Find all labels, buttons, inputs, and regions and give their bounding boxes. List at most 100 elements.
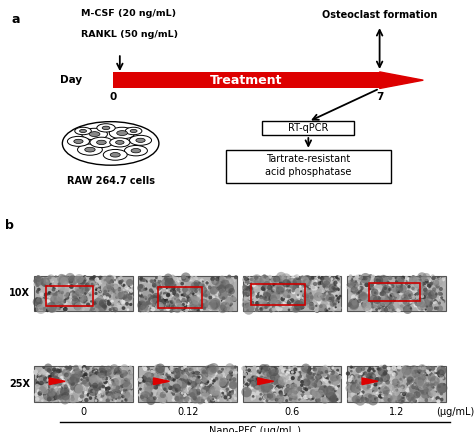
Point bbox=[88, 371, 96, 378]
Point bbox=[391, 385, 399, 392]
Point bbox=[318, 294, 325, 301]
Point bbox=[140, 304, 148, 311]
Point bbox=[261, 294, 269, 301]
Point bbox=[402, 289, 410, 296]
Bar bbox=[243, 276, 341, 311]
Point bbox=[400, 305, 407, 311]
Point bbox=[143, 300, 150, 307]
Point bbox=[388, 379, 396, 386]
Point bbox=[87, 374, 95, 381]
Point bbox=[87, 380, 94, 387]
Point bbox=[281, 382, 289, 389]
Point bbox=[320, 283, 328, 290]
Point bbox=[62, 367, 69, 374]
Point bbox=[418, 383, 425, 390]
Point bbox=[191, 395, 199, 402]
Point bbox=[257, 305, 265, 312]
Point bbox=[246, 284, 254, 291]
Point bbox=[37, 302, 45, 309]
Circle shape bbox=[116, 140, 124, 144]
Point bbox=[274, 299, 282, 305]
Point bbox=[410, 385, 417, 392]
Point bbox=[440, 381, 448, 388]
Point bbox=[151, 395, 159, 402]
Point bbox=[397, 283, 405, 289]
Point bbox=[309, 364, 316, 371]
Point bbox=[247, 286, 255, 293]
Point bbox=[393, 392, 401, 399]
Point bbox=[163, 366, 170, 373]
Point bbox=[63, 302, 71, 309]
Point bbox=[219, 276, 226, 283]
Point bbox=[52, 273, 60, 280]
Point bbox=[72, 297, 80, 304]
Point bbox=[55, 305, 62, 311]
Point bbox=[73, 279, 80, 286]
Point bbox=[293, 365, 301, 372]
Point bbox=[431, 391, 438, 397]
Circle shape bbox=[74, 139, 83, 143]
Point bbox=[119, 373, 127, 380]
Point bbox=[67, 278, 75, 285]
Point bbox=[91, 382, 99, 389]
Point bbox=[390, 369, 398, 376]
Point bbox=[171, 291, 178, 298]
Point bbox=[220, 285, 228, 292]
Point bbox=[246, 283, 253, 289]
Point bbox=[310, 371, 318, 378]
Point bbox=[303, 395, 311, 402]
Point bbox=[67, 389, 75, 396]
Point bbox=[156, 303, 164, 310]
Point bbox=[160, 299, 167, 306]
Point bbox=[226, 394, 233, 400]
Point bbox=[346, 379, 354, 386]
Point bbox=[76, 294, 84, 301]
Point bbox=[95, 371, 103, 378]
Point bbox=[205, 389, 213, 396]
Point bbox=[329, 285, 337, 292]
Point bbox=[219, 392, 227, 399]
Point bbox=[386, 369, 393, 376]
Point bbox=[85, 288, 92, 295]
Point bbox=[57, 391, 64, 398]
Point bbox=[181, 386, 188, 393]
Point bbox=[214, 276, 221, 283]
Point bbox=[210, 280, 217, 287]
Point bbox=[105, 282, 112, 289]
Point bbox=[335, 288, 342, 295]
Point bbox=[426, 291, 433, 298]
Point bbox=[245, 306, 253, 313]
Point bbox=[94, 372, 102, 379]
Point bbox=[125, 284, 132, 291]
Point bbox=[284, 298, 292, 305]
Point bbox=[384, 302, 392, 309]
Point bbox=[174, 380, 182, 387]
Point bbox=[328, 386, 336, 393]
Point bbox=[201, 376, 208, 383]
Point bbox=[397, 289, 405, 296]
Point bbox=[248, 367, 255, 374]
Point bbox=[119, 299, 127, 305]
Point bbox=[127, 370, 135, 377]
Point bbox=[369, 278, 377, 285]
Point bbox=[392, 384, 400, 391]
Point bbox=[292, 302, 300, 309]
Point bbox=[350, 380, 358, 387]
Point bbox=[61, 280, 69, 286]
Point bbox=[111, 284, 119, 291]
Point bbox=[423, 302, 430, 309]
Point bbox=[422, 292, 429, 299]
Point bbox=[203, 364, 211, 371]
Point bbox=[399, 391, 407, 397]
Point bbox=[64, 294, 71, 301]
Point bbox=[199, 302, 207, 309]
Point bbox=[432, 384, 440, 391]
Point bbox=[192, 285, 200, 292]
Point bbox=[55, 283, 62, 290]
Point bbox=[95, 285, 102, 292]
Point bbox=[35, 373, 42, 380]
Point bbox=[123, 300, 131, 307]
Point bbox=[406, 382, 413, 389]
Point bbox=[43, 280, 51, 286]
Point bbox=[424, 390, 431, 397]
